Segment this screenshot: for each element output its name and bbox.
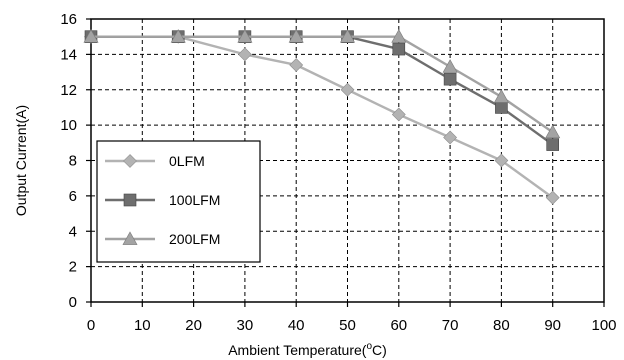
data-point xyxy=(83,29,99,43)
x-tick-label: 60 xyxy=(390,317,407,334)
legend-label: 200LFM xyxy=(169,231,220,247)
legend-swatch-marker xyxy=(122,231,138,245)
x-axis-title-main: Ambient Temperature( xyxy=(228,342,367,358)
legend-item: 0LFM xyxy=(105,153,205,169)
x-tick-label: 80 xyxy=(493,317,510,334)
legend-label: 100LFM xyxy=(169,192,220,208)
data-point xyxy=(288,29,304,43)
series-200LFM xyxy=(83,29,561,139)
data-point xyxy=(289,58,304,72)
y-tick-label: 12 xyxy=(60,82,77,99)
legend-item: 200LFM xyxy=(105,231,220,247)
y-axis-ticks: 0 2 4 6 8 10 12 14 16 xyxy=(60,11,91,311)
legend-label: 0LFM xyxy=(169,153,205,169)
x-axis-ticks: 0 10 20 30 40 50 60 70 80 90 100 xyxy=(87,302,617,334)
data-point xyxy=(442,59,458,73)
x-tick-label: 70 xyxy=(442,317,459,334)
data-point xyxy=(339,29,356,43)
series-100LFM xyxy=(84,30,560,151)
x-tick-label: 30 xyxy=(237,317,254,334)
x-axis-title-suffix: C) xyxy=(372,342,387,358)
data-point xyxy=(443,72,457,86)
y-tick-label: 4 xyxy=(69,223,77,240)
y-tick-label: 10 xyxy=(60,117,77,134)
data-point xyxy=(545,124,561,139)
x-tick-label: 40 xyxy=(288,317,305,334)
y-tick-label: 16 xyxy=(60,11,77,28)
x-tick-label: 0 xyxy=(87,317,95,334)
legend-swatch-marker xyxy=(123,193,137,207)
data-point xyxy=(391,107,406,122)
legend-swatch-marker xyxy=(123,154,137,168)
x-axis-title: Ambient Temperature(oC) xyxy=(228,341,387,358)
x-tick-label: 100 xyxy=(591,317,616,334)
y-tick-label: 8 xyxy=(69,153,77,170)
x-tick-label: 10 xyxy=(134,317,151,334)
data-point xyxy=(237,47,252,62)
data-point xyxy=(495,101,508,114)
data-point xyxy=(340,82,355,97)
data-point xyxy=(237,29,253,43)
data-point xyxy=(391,29,407,43)
data-point xyxy=(392,42,406,56)
data-point xyxy=(545,190,560,205)
data-point xyxy=(493,89,509,103)
x-tick-label: 20 xyxy=(185,317,202,334)
y-axis-title: Output Current(A) xyxy=(13,105,29,216)
data-point xyxy=(443,130,458,145)
x-tick-label: 90 xyxy=(544,317,561,334)
data-point xyxy=(170,29,186,43)
legend: 0LFM 100LFM 200LFM xyxy=(96,140,261,263)
legend-item: 100LFM xyxy=(105,192,220,208)
x-axis-title-superscript: o xyxy=(366,341,372,352)
y-tick-label: 6 xyxy=(69,188,77,205)
data-point xyxy=(546,138,560,151)
y-tick-label: 0 xyxy=(69,294,77,311)
y-tick-label: 2 xyxy=(69,259,77,276)
series-line xyxy=(91,35,554,134)
series-layer xyxy=(83,29,561,205)
y-tick-label: 14 xyxy=(60,46,77,63)
data-point xyxy=(494,153,509,168)
x-tick-label: 50 xyxy=(339,317,356,334)
series-line xyxy=(91,35,554,146)
